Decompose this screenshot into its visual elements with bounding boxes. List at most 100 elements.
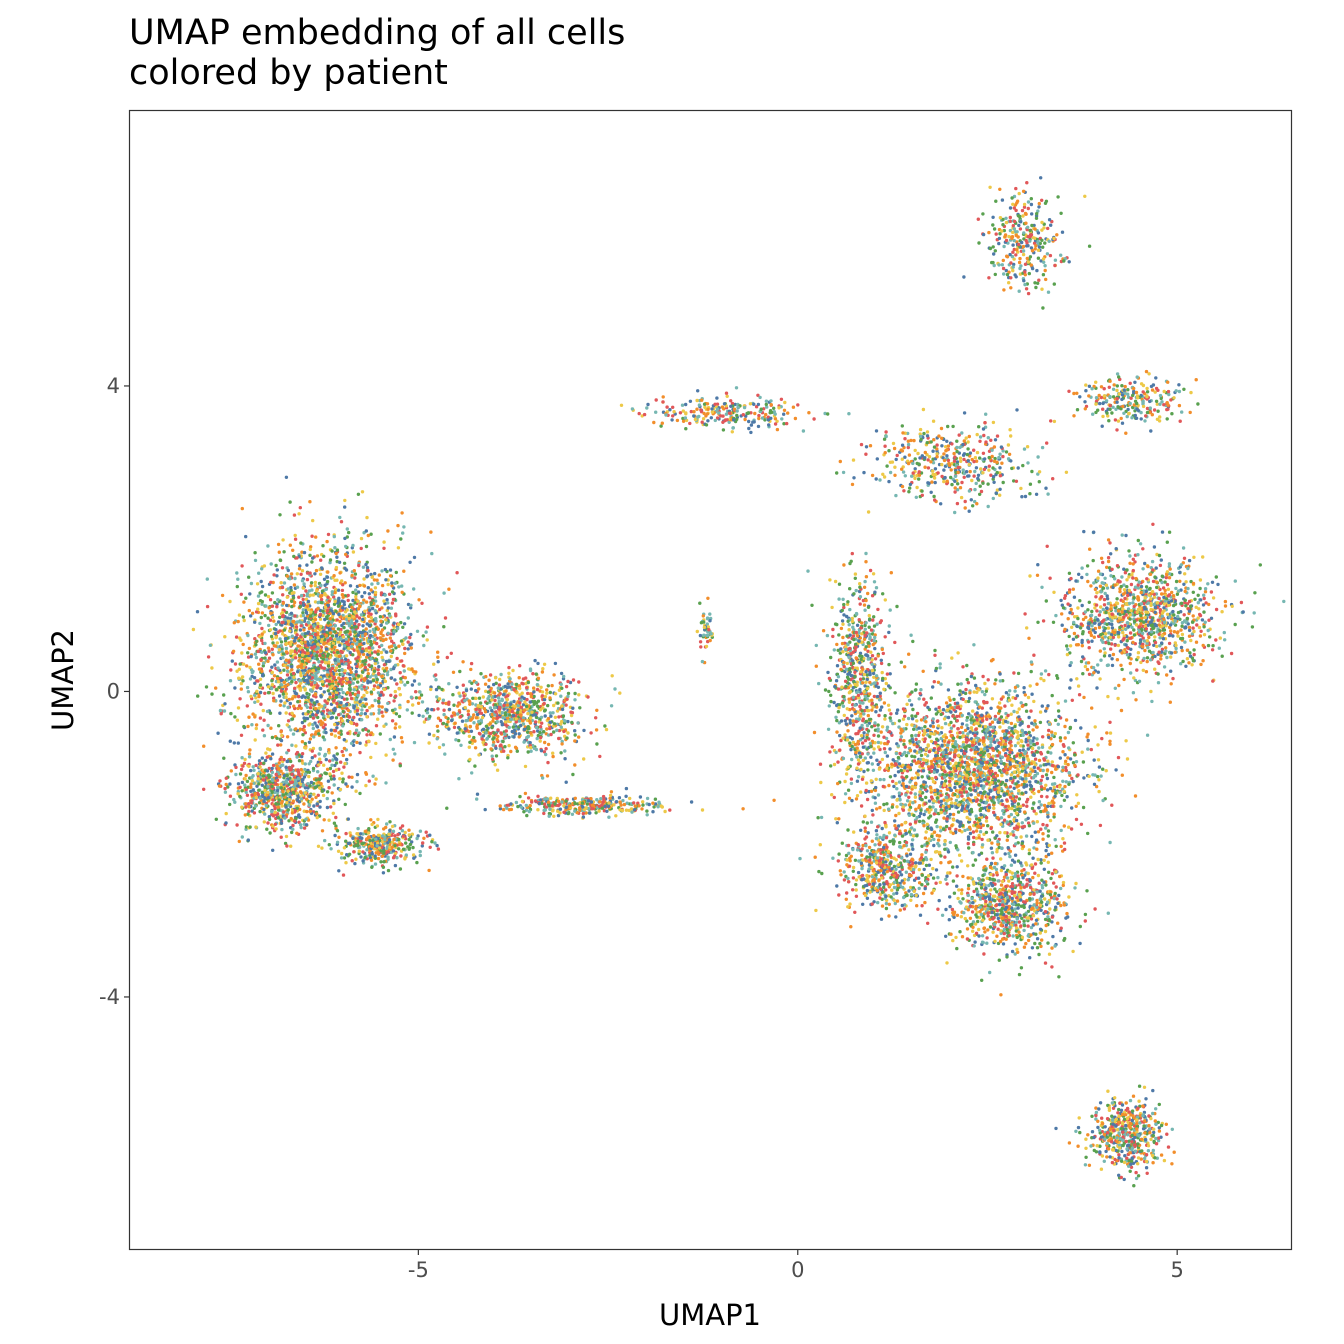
- cell-point: [195, 610, 200, 614]
- cell-point: [528, 668, 533, 673]
- cell-point: [242, 618, 246, 623]
- cell-point: [481, 727, 486, 731]
- cell-point: [573, 733, 577, 737]
- cell-point: [477, 731, 482, 736]
- cell-point: [507, 735, 511, 740]
- cell-point: [266, 544, 270, 548]
- cell-point: [415, 860, 419, 865]
- cell-point: [316, 621, 320, 626]
- cell-point: [359, 536, 364, 541]
- cell-point: [285, 669, 290, 673]
- cell-point: [430, 707, 434, 712]
- cell-point: [495, 737, 499, 742]
- cell-point: [299, 665, 304, 670]
- cell-point: [581, 811, 585, 816]
- cell-point: [288, 629, 292, 633]
- cell-point: [389, 693, 393, 697]
- cell-point: [259, 615, 263, 620]
- cell-point: [311, 712, 315, 717]
- cell-point: [363, 658, 368, 663]
- cell-point: [282, 668, 286, 672]
- cell-point: [645, 796, 650, 801]
- cell-point: [427, 732, 432, 736]
- cell-point: [285, 800, 289, 805]
- cell-point: [342, 738, 346, 742]
- cell-point: [318, 613, 322, 617]
- cell-point: [241, 662, 246, 666]
- cell-point: [235, 823, 239, 827]
- cell-point: [368, 705, 372, 710]
- cell-point: [347, 852, 352, 856]
- cell-point: [222, 709, 227, 713]
- cell-point: [315, 700, 319, 704]
- cell-point: [290, 811, 295, 815]
- cell-point: [265, 755, 269, 759]
- cell-point: [284, 834, 289, 839]
- cell-point: [339, 760, 343, 764]
- cell-point: [545, 774, 550, 778]
- cell-point: [698, 640, 703, 644]
- cell-point: [258, 635, 262, 639]
- cell-point: [468, 757, 472, 762]
- cell-point: [518, 713, 523, 717]
- cell-point: [688, 421, 692, 426]
- cell-point: [432, 733, 436, 738]
- cell-point: [353, 861, 357, 866]
- cell-point: [263, 651, 268, 655]
- cell-point: [539, 749, 544, 753]
- cell-point: [315, 686, 319, 690]
- cell-point: [367, 779, 371, 783]
- cell-point: [546, 742, 551, 747]
- cell-point: [240, 789, 244, 793]
- cell-point: [261, 728, 265, 732]
- cell-point: [243, 777, 247, 781]
- cell-point: [336, 721, 340, 726]
- cell-point: [619, 803, 623, 807]
- cell-point: [559, 671, 564, 676]
- cell-point: [302, 826, 307, 830]
- cell-point: [386, 601, 390, 605]
- cell-point: [337, 654, 342, 658]
- cell-point: [301, 653, 305, 657]
- cell-point: [609, 790, 614, 794]
- cell-point: [347, 530, 351, 535]
- cell-point: [299, 825, 303, 830]
- cell-point: [538, 735, 543, 740]
- cell-point: [384, 618, 388, 622]
- cell-point: [316, 670, 320, 674]
- cell-point: [289, 611, 294, 615]
- cell-point: [330, 791, 334, 795]
- cell-point: [299, 797, 304, 801]
- cell-point: [284, 650, 289, 654]
- cell-point: [347, 643, 351, 647]
- cell-point: [368, 619, 372, 623]
- cell-point: [505, 685, 510, 690]
- cell-point: [595, 708, 599, 712]
- cell-point: [488, 722, 492, 726]
- cell-point: [279, 699, 283, 703]
- cell-point: [434, 678, 438, 682]
- cell-point: [474, 716, 479, 720]
- cell-point: [321, 721, 325, 725]
- cell-point: [373, 571, 377, 576]
- cell-point: [384, 781, 388, 785]
- cell-point: [536, 808, 540, 812]
- cell-point: [495, 768, 500, 772]
- cell-point: [570, 812, 575, 816]
- cell-point: [264, 781, 268, 785]
- cell-point: [329, 732, 334, 736]
- cell-point: [354, 728, 359, 732]
- cell-point: [266, 785, 270, 789]
- cell-point: [345, 632, 349, 637]
- cell-point: [482, 707, 487, 711]
- cell-point: [305, 594, 309, 598]
- cell-point: [393, 863, 398, 868]
- cell-point: [388, 828, 392, 833]
- cell-point: [297, 567, 302, 571]
- cell-point: [239, 733, 244, 737]
- cell-point: [206, 655, 211, 659]
- cell-point: [286, 587, 290, 591]
- cell-point: [260, 650, 264, 654]
- cell-point: [271, 653, 275, 657]
- cell-point: [633, 804, 637, 808]
